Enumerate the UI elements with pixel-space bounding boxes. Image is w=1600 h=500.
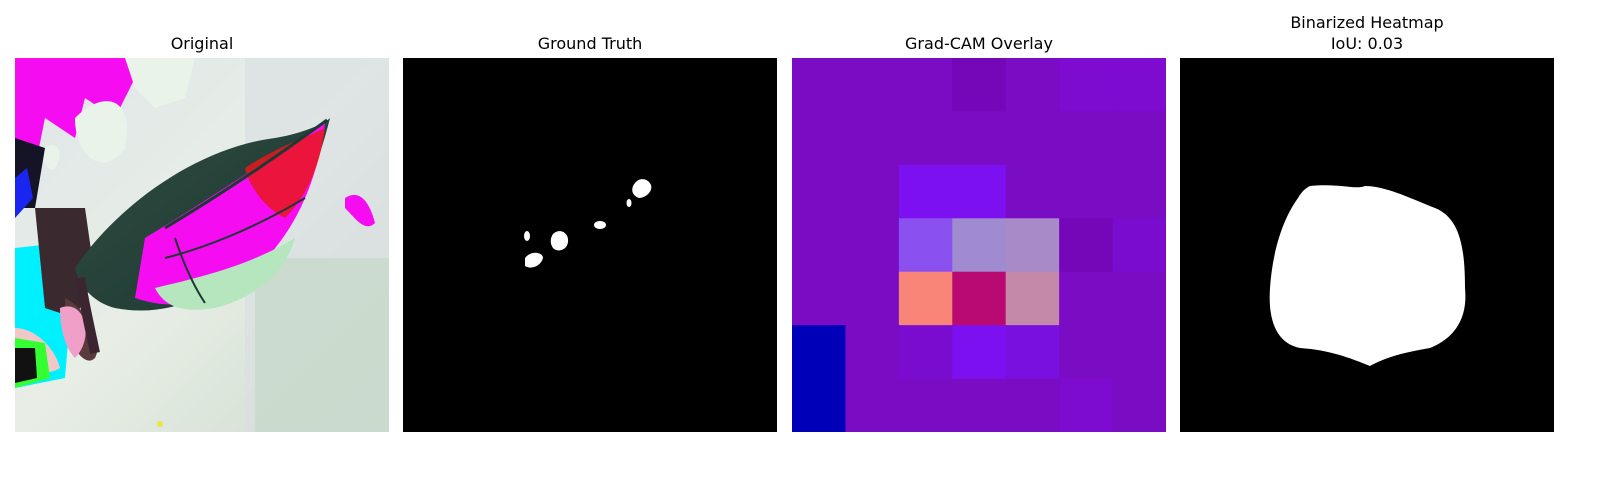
gradcam-cell	[792, 111, 846, 166]
gradcam-cell	[845, 218, 900, 273]
gradcam-cell	[952, 378, 1007, 432]
gradcam-cell	[1059, 325, 1114, 380]
gradcam-cell	[1005, 325, 1060, 380]
gradcam-cell	[952, 164, 1007, 219]
gradcam-cell	[898, 111, 953, 166]
gradcam-cell	[1112, 378, 1166, 432]
gradcam-cell	[1059, 164, 1114, 219]
gradcam-cell	[898, 58, 953, 112]
gradcam-cell	[952, 58, 1007, 112]
gradcam-cell	[898, 218, 953, 273]
gradcam-cell	[1059, 58, 1114, 112]
gradcam-cell	[1112, 111, 1166, 166]
gradcam-overlay	[792, 58, 1166, 432]
gradcam-cell	[1005, 111, 1060, 166]
gradcam-cell	[1059, 378, 1114, 432]
original-title: Original	[170, 34, 234, 53]
ground-truth-mask	[403, 58, 777, 432]
gradcam-cell	[792, 218, 846, 273]
gradcam-cell	[952, 218, 1007, 273]
gradcam-cell	[792, 378, 846, 432]
ground-truth-title: Ground Truth	[537, 34, 643, 53]
gradcam-cell	[1112, 271, 1166, 326]
gradcam-cell	[1112, 325, 1166, 380]
heatmap-blob	[1269, 185, 1466, 366]
binarized-heatmap	[1180, 58, 1554, 432]
gradcam-overlay-title: Grad-CAM Overlay	[905, 34, 1053, 53]
gradcam-cell	[898, 164, 953, 219]
gradcam-cell	[845, 325, 900, 380]
gradcam-cell	[1005, 218, 1060, 273]
gradcam-cell	[845, 111, 900, 166]
iou-score-label: IoU: 0.03	[1330, 34, 1404, 53]
gradcam-cell	[1059, 218, 1114, 273]
gradcam-cell	[845, 164, 900, 219]
gradcam-cell	[792, 271, 846, 326]
gradcam-cell	[1005, 271, 1060, 326]
gradcam-cell	[1112, 58, 1166, 112]
gradcam-cell	[898, 271, 953, 326]
gradcam-cell	[792, 58, 846, 112]
binarized-heatmap-title: Binarized Heatmap	[1290, 13, 1444, 32]
gradcam-cell	[1005, 164, 1060, 219]
gradcam-cell	[1005, 58, 1060, 112]
gradcam-cell	[1059, 271, 1114, 326]
gradcam-cell	[845, 58, 900, 112]
gradcam-cell	[845, 271, 900, 326]
gradcam-cell	[898, 378, 953, 432]
gradcam-cell	[1005, 378, 1060, 432]
gradcam-cell	[1059, 111, 1114, 166]
gradcam-cell	[792, 164, 846, 219]
gradcam-cell	[952, 111, 1007, 166]
gradcam-cell	[792, 325, 846, 380]
gradcam-cell	[952, 325, 1007, 380]
original-image	[15, 58, 389, 432]
gradcam-cell	[1112, 164, 1166, 219]
gradcam-grid	[792, 58, 1166, 432]
gradcam-cell	[1112, 218, 1166, 273]
gradcam-cell	[845, 378, 900, 432]
gradcam-cell	[952, 271, 1007, 326]
gradcam-cell	[898, 325, 953, 380]
